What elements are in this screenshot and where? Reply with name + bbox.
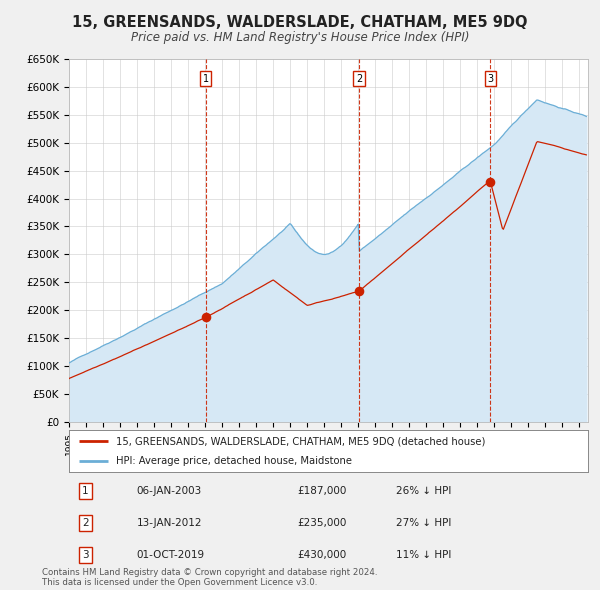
Text: 06-JAN-2003: 06-JAN-2003: [136, 486, 202, 496]
Text: 1: 1: [203, 74, 209, 84]
Text: 15, GREENSANDS, WALDERSLADE, CHATHAM, ME5 9DQ: 15, GREENSANDS, WALDERSLADE, CHATHAM, ME…: [72, 15, 528, 30]
Text: 26% ↓ HPI: 26% ↓ HPI: [396, 486, 451, 496]
Text: Contains HM Land Registry data © Crown copyright and database right 2024.
This d: Contains HM Land Registry data © Crown c…: [42, 568, 377, 587]
Text: £187,000: £187,000: [298, 486, 347, 496]
Text: Price paid vs. HM Land Registry's House Price Index (HPI): Price paid vs. HM Land Registry's House …: [131, 31, 469, 44]
Text: 01-OCT-2019: 01-OCT-2019: [136, 550, 205, 559]
Text: 11% ↓ HPI: 11% ↓ HPI: [396, 550, 451, 559]
Text: HPI: Average price, detached house, Maidstone: HPI: Average price, detached house, Maid…: [116, 457, 352, 466]
Text: 2: 2: [356, 74, 362, 84]
Text: 2: 2: [82, 518, 89, 527]
Point: [201, 313, 211, 322]
Text: £235,000: £235,000: [298, 518, 347, 527]
Text: 3: 3: [82, 550, 89, 559]
Text: 3: 3: [487, 74, 493, 84]
Point: [485, 177, 495, 186]
Text: 13-JAN-2012: 13-JAN-2012: [136, 518, 202, 527]
Text: 15, GREENSANDS, WALDERSLADE, CHATHAM, ME5 9DQ (detached house): 15, GREENSANDS, WALDERSLADE, CHATHAM, ME…: [116, 437, 485, 447]
Text: 27% ↓ HPI: 27% ↓ HPI: [396, 518, 451, 527]
Text: £430,000: £430,000: [298, 550, 347, 559]
Text: 1: 1: [82, 486, 89, 496]
Point: [354, 286, 364, 296]
